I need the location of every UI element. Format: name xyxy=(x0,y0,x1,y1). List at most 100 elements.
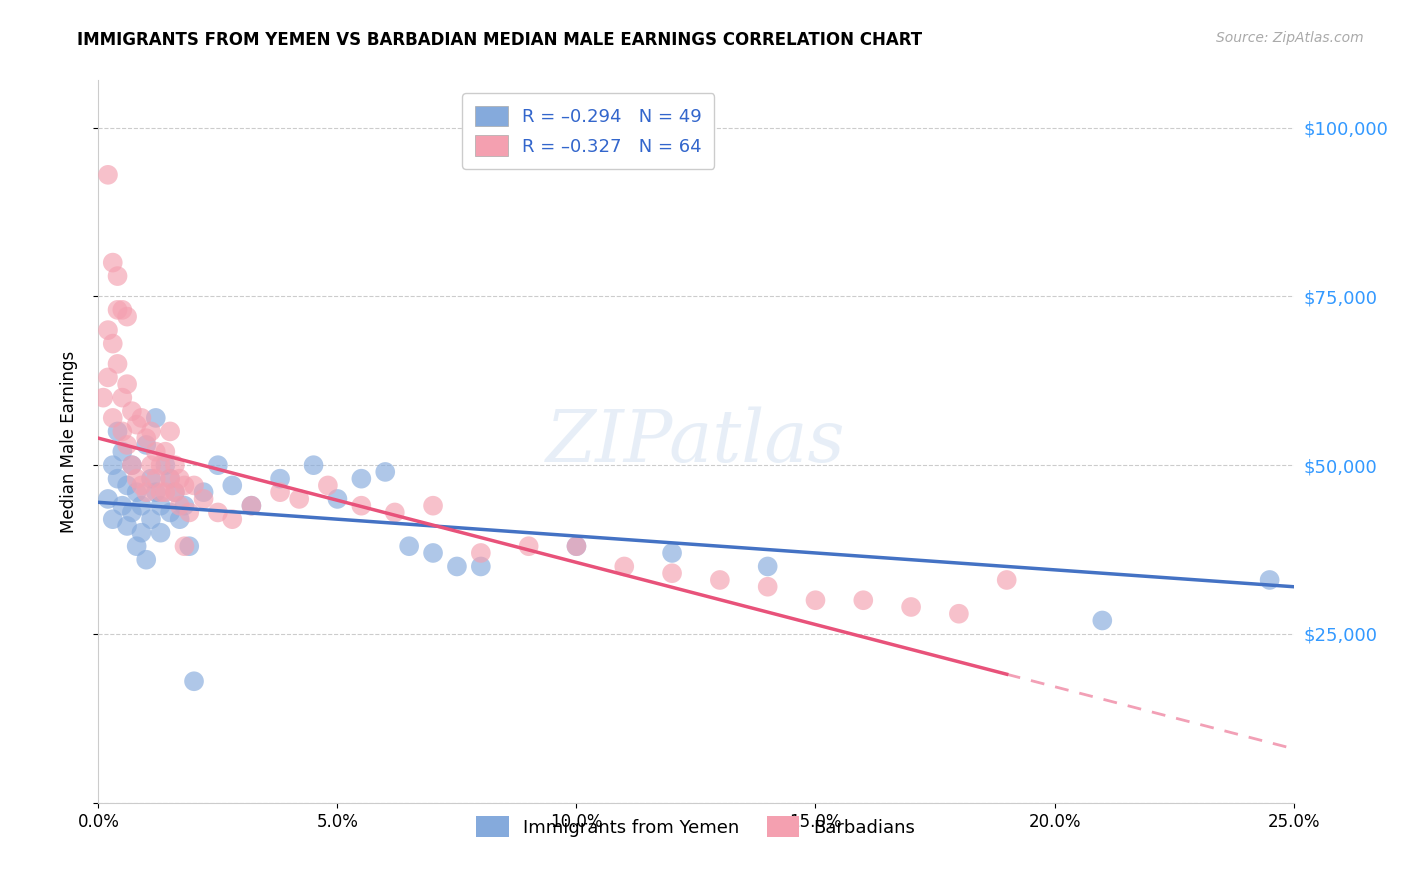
Point xyxy=(288,491,311,506)
Point xyxy=(101,512,124,526)
Point xyxy=(131,525,153,540)
Point xyxy=(131,499,153,513)
Point xyxy=(135,485,157,500)
Point xyxy=(155,485,177,500)
Point xyxy=(111,499,134,513)
Point xyxy=(422,546,444,560)
Point xyxy=(139,458,162,472)
Point xyxy=(111,302,134,317)
Point xyxy=(565,539,588,553)
Point xyxy=(470,546,492,560)
Point xyxy=(97,491,120,506)
Point xyxy=(135,438,157,452)
Point xyxy=(107,269,129,284)
Point xyxy=(111,391,134,405)
Point xyxy=(145,444,167,458)
Point xyxy=(125,539,148,553)
Point xyxy=(159,505,181,519)
Point xyxy=(374,465,396,479)
Point xyxy=(145,472,167,486)
Point xyxy=(139,425,162,439)
Point xyxy=(193,491,215,506)
Point xyxy=(101,411,124,425)
Point xyxy=(115,519,138,533)
Point xyxy=(517,539,540,553)
Point xyxy=(97,323,120,337)
Text: ZIPatlas: ZIPatlas xyxy=(546,406,846,477)
Point xyxy=(131,478,153,492)
Point xyxy=(149,458,172,472)
Point xyxy=(101,336,124,351)
Point xyxy=(107,357,129,371)
Point xyxy=(149,499,172,513)
Point xyxy=(107,472,129,486)
Point xyxy=(852,593,875,607)
Point xyxy=(111,425,134,439)
Point xyxy=(193,485,215,500)
Point xyxy=(221,478,243,492)
Point xyxy=(661,566,683,581)
Point xyxy=(350,499,373,513)
Point xyxy=(207,505,229,519)
Point xyxy=(240,499,263,513)
Point xyxy=(121,505,143,519)
Point xyxy=(107,425,129,439)
Point xyxy=(900,599,922,614)
Point xyxy=(169,512,191,526)
Point xyxy=(398,539,420,553)
Point xyxy=(302,458,325,472)
Point xyxy=(756,559,779,574)
Point xyxy=(115,438,138,452)
Point xyxy=(709,573,731,587)
Point xyxy=(470,559,492,574)
Point xyxy=(269,472,291,486)
Point xyxy=(149,485,172,500)
Text: Source: ZipAtlas.com: Source: ZipAtlas.com xyxy=(1216,31,1364,45)
Point xyxy=(139,472,162,486)
Point xyxy=(169,499,191,513)
Point xyxy=(149,525,172,540)
Point xyxy=(446,559,468,574)
Point xyxy=(155,444,177,458)
Point xyxy=(207,458,229,472)
Point xyxy=(163,485,186,500)
Point xyxy=(115,478,138,492)
Point xyxy=(661,546,683,560)
Point xyxy=(139,512,162,526)
Point xyxy=(173,539,195,553)
Point xyxy=(179,505,201,519)
Point xyxy=(179,539,201,553)
Point xyxy=(173,499,195,513)
Point xyxy=(159,425,181,439)
Point xyxy=(97,168,120,182)
Point xyxy=(221,512,243,526)
Point xyxy=(125,417,148,432)
Point xyxy=(316,478,339,492)
Point xyxy=(384,505,406,519)
Point xyxy=(159,472,181,486)
Point xyxy=(91,391,114,405)
Point xyxy=(155,458,177,472)
Point xyxy=(115,377,138,392)
Point xyxy=(97,370,120,384)
Point xyxy=(111,444,134,458)
Y-axis label: Median Male Earnings: Median Male Earnings xyxy=(59,351,77,533)
Point xyxy=(804,593,827,607)
Point xyxy=(135,431,157,445)
Point xyxy=(613,559,636,574)
Point xyxy=(101,458,124,472)
Legend: Immigrants from Yemen, Barbadians: Immigrants from Yemen, Barbadians xyxy=(470,809,922,845)
Point xyxy=(565,539,588,553)
Point xyxy=(163,458,186,472)
Point xyxy=(121,404,143,418)
Point xyxy=(1258,573,1281,587)
Point xyxy=(173,478,195,492)
Point xyxy=(240,499,263,513)
Point xyxy=(1091,614,1114,628)
Point xyxy=(145,485,167,500)
Point xyxy=(169,472,191,486)
Point xyxy=(183,674,205,689)
Point xyxy=(115,310,138,324)
Point xyxy=(350,472,373,486)
Point xyxy=(121,458,143,472)
